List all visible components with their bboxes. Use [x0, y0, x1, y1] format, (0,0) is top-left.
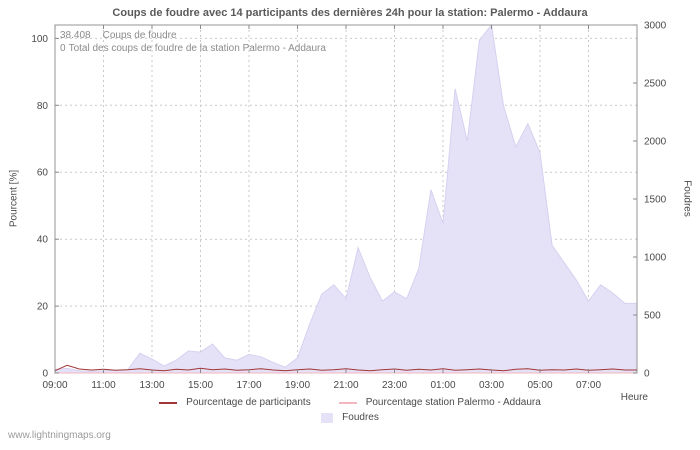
station-total-annotation: 0 Total des coups de foudre de la station…	[60, 43, 326, 54]
svg-text:13:00: 13:00	[139, 380, 164, 391]
svg-text:19:00: 19:00	[285, 380, 310, 391]
svg-text:11:00: 11:00	[91, 380, 116, 391]
legend-item-foudres: Foudres	[321, 412, 379, 423]
svg-text:40: 40	[37, 235, 49, 246]
svg-text:1000: 1000	[644, 253, 667, 264]
station-line-swatch	[338, 401, 357, 404]
right-axis-label: Foudres	[681, 180, 693, 217]
svg-text:17:00: 17:00	[236, 380, 261, 391]
svg-text:15:00: 15:00	[188, 380, 213, 391]
svg-text:500: 500	[644, 311, 661, 322]
svg-text:2000: 2000	[644, 137, 667, 148]
total-strikes-label: Coups de foudre	[102, 30, 177, 41]
legend-label-participants: Pourcentage de participants	[186, 397, 311, 408]
svg-text:0: 0	[644, 369, 650, 380]
svg-text:23:00: 23:00	[382, 380, 407, 391]
svg-text:01:00: 01:00	[430, 380, 455, 391]
total-strikes-value: 38.408	[60, 30, 91, 41]
svg-text:3000: 3000	[644, 21, 667, 32]
watermark-link[interactable]: www.lightningmaps.org	[8, 430, 111, 441]
legend-item-participants: Pourcentage de participants	[159, 397, 311, 408]
svg-text:20: 20	[37, 302, 49, 313]
participants-line-swatch	[159, 401, 178, 404]
legend-item-station: Pourcentage station Palermo - Addaura	[338, 397, 541, 408]
svg-text:21:00: 21:00	[333, 380, 358, 391]
svg-text:80: 80	[37, 101, 49, 112]
svg-text:0: 0	[42, 369, 48, 380]
legend: Pourcentage de participants Pourcentage …	[0, 397, 700, 423]
legend-label-foudres: Foudres	[342, 412, 379, 423]
svg-text:100: 100	[31, 34, 48, 45]
station-total-value: 0	[60, 43, 66, 54]
legend-label-station: Pourcentage station Palermo - Addaura	[365, 397, 541, 408]
svg-text:1500: 1500	[644, 195, 667, 206]
svg-text:05:00: 05:00	[527, 380, 552, 391]
svg-text:2500: 2500	[644, 79, 667, 90]
chart-title: Coups de foudre avec 14 participants des…	[112, 7, 588, 19]
left-axis-label: Pourcent [%]	[8, 169, 20, 228]
foudres-area-swatch	[321, 412, 334, 423]
foudres-area	[54, 23, 638, 374]
svg-text:60: 60	[37, 168, 49, 179]
total-strikes-annotation: 38.408 Coups de foudre	[60, 30, 177, 41]
svg-text:07:00: 07:00	[576, 380, 601, 391]
x-axis-label: Heure	[620, 392, 648, 403]
svg-text:09:00: 09:00	[42, 380, 67, 391]
legend-row-area: Foudres	[321, 412, 379, 423]
station-total-label: Total des coups de foudre de la station …	[68, 43, 326, 54]
svg-text:03:00: 03:00	[479, 380, 504, 391]
legend-row-lines: Pourcentage de participants Pourcentage …	[159, 397, 541, 408]
